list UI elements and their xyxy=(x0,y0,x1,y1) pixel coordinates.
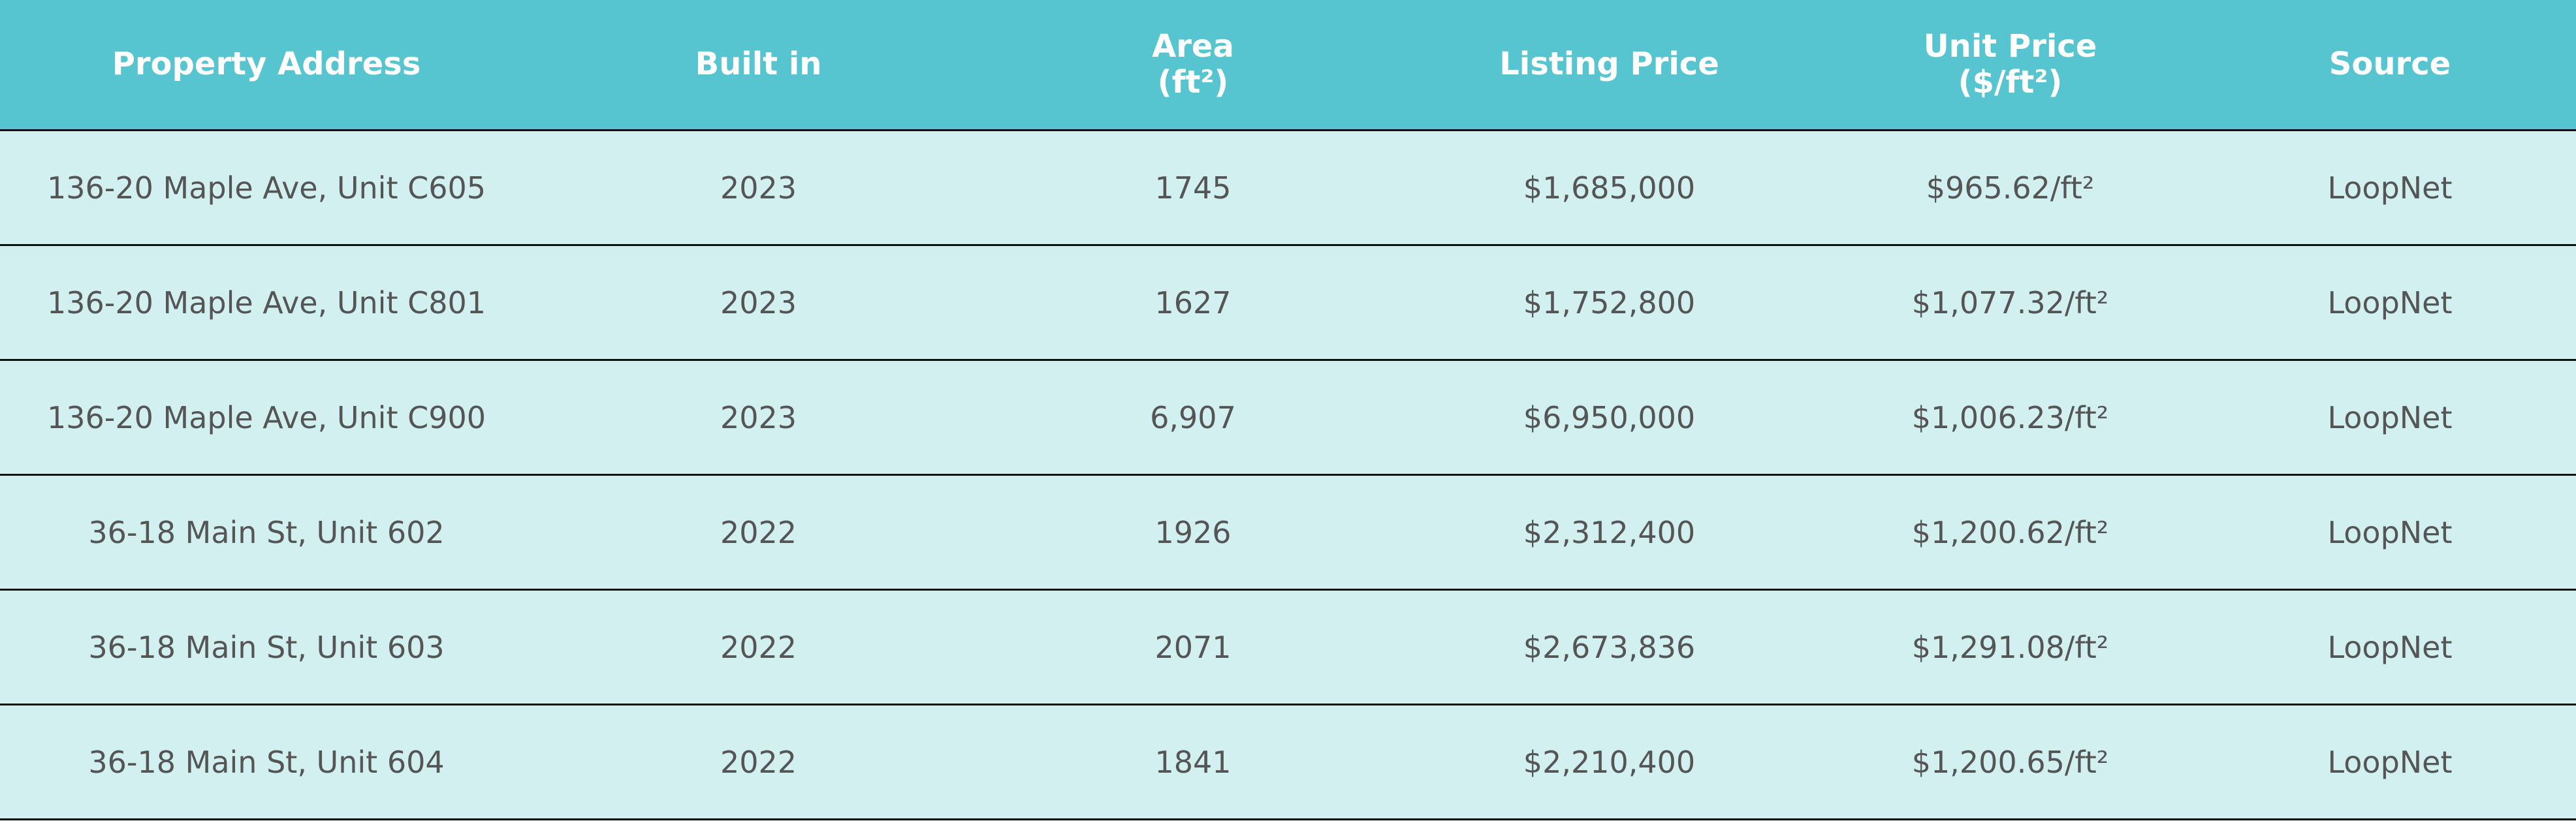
table-cell: $2,210,400 xyxy=(1402,705,1817,820)
table-cell: LoopNet xyxy=(2204,705,2576,820)
table-cell: 1745 xyxy=(984,131,1402,246)
table-cell: 2023 xyxy=(533,131,984,246)
table-cell: $1,291.08/ft² xyxy=(1817,591,2204,705)
table-cell: $1,200.65/ft² xyxy=(1817,705,2204,820)
table-cell: 36-18 Main St, Unit 602 xyxy=(0,476,533,591)
table-cell: 2023 xyxy=(533,361,984,476)
table-cell: 1926 xyxy=(984,476,1402,591)
table-cell: 2022 xyxy=(533,476,984,591)
table-cell: LoopNet xyxy=(2204,591,2576,705)
table-cell: LoopNet xyxy=(2204,131,2576,246)
header-cell: Listing Price xyxy=(1402,0,1817,131)
table-cell: 2022 xyxy=(533,591,984,705)
table-cell: $2,673,836 xyxy=(1402,591,1817,705)
header-cell: Area (ft²) xyxy=(984,0,1402,131)
table-cell: 2071 xyxy=(984,591,1402,705)
header-cell: Built in xyxy=(533,0,984,131)
table-cell: 1841 xyxy=(984,705,1402,820)
table-cell: $965.62/ft² xyxy=(1817,131,2204,246)
table-cell: 1627 xyxy=(984,246,1402,361)
table-cell: 36-18 Main St, Unit 604 xyxy=(0,705,533,820)
header-cell: Source xyxy=(2204,0,2576,131)
table-cell: 36-18 Main St, Unit 603 xyxy=(0,591,533,705)
table-cell: $1,006.23/ft² xyxy=(1817,361,2204,476)
table-cell: 2023 xyxy=(533,246,984,361)
table-cell: $1,077.32/ft² xyxy=(1817,246,2204,361)
table-cell: $1,752,800 xyxy=(1402,246,1817,361)
table-cell: $1,200.62/ft² xyxy=(1817,476,2204,591)
table-cell: 136-20 Maple Ave, Unit C801 xyxy=(0,246,533,361)
table-cell: 136-20 Maple Ave, Unit C900 xyxy=(0,361,533,476)
table-cell: 136-20 Maple Ave, Unit C605 xyxy=(0,131,533,246)
header-cell: Unit Price ($/ft²) xyxy=(1817,0,2204,131)
table-cell: LoopNet xyxy=(2204,361,2576,476)
table-cell: LoopNet xyxy=(2204,476,2576,591)
header-cell: Property Address xyxy=(0,0,533,131)
table-cell: $1,685,000 xyxy=(1402,131,1817,246)
table-cell: 2022 xyxy=(533,705,984,820)
table-cell: 6,907 xyxy=(984,361,1402,476)
table-cell: $2,312,400 xyxy=(1402,476,1817,591)
table-cell: $6,950,000 xyxy=(1402,361,1817,476)
table-cell: LoopNet xyxy=(2204,246,2576,361)
